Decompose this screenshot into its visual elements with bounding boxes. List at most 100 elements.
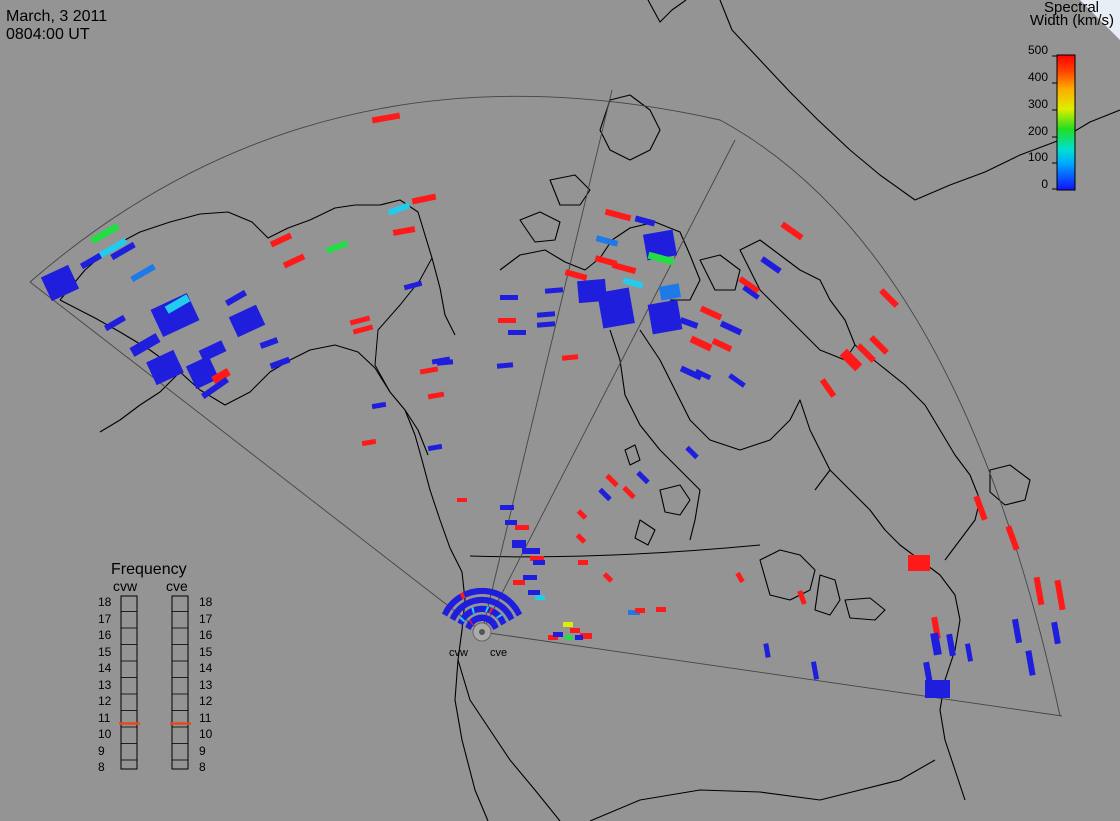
freq-tick-right: 9 <box>199 743 206 758</box>
freq-tick-left: 12 <box>98 694 112 708</box>
freq-tick-right: 8 <box>199 760 206 774</box>
backscatter-cell <box>228 304 266 338</box>
backscatter-cell <box>185 355 220 390</box>
freq-tick-left: 8 <box>98 760 105 774</box>
backscatter-cell <box>728 373 746 388</box>
backscatter-cell <box>564 269 588 281</box>
backscatter-cell <box>530 556 544 561</box>
backscatter-cell <box>200 376 230 400</box>
freq-tick-left: 13 <box>98 677 112 692</box>
backscatter-cell <box>597 287 635 329</box>
backscatter-cell <box>40 264 80 302</box>
backscatter-cell <box>536 311 556 318</box>
backscatter-cell <box>656 607 666 612</box>
backscatter-cell <box>595 235 619 247</box>
colorbar-title-line2: Width (km/s) <box>1029 12 1114 29</box>
backscatter-cell <box>1025 650 1036 676</box>
backscatter-cell <box>658 283 682 301</box>
backscatter-cell <box>110 241 136 261</box>
backscatter-cell <box>575 533 587 544</box>
backscatter-cell <box>839 348 863 372</box>
backscatter-cell <box>419 366 439 375</box>
backscatter-cell <box>500 505 514 510</box>
freq-tick-left: 10 <box>98 727 112 741</box>
backscatter-cell <box>580 633 592 639</box>
backscatter-cell <box>925 680 950 698</box>
alaska-outline <box>59 199 456 336</box>
radar-field-of-view <box>29 89 1063 717</box>
backscatter-cell <box>79 252 103 270</box>
backscatter-cell <box>561 354 579 361</box>
backscatter-cell <box>575 635 583 640</box>
freq-bar-cvw <box>120 595 138 770</box>
backscatter-cell <box>622 277 644 289</box>
backscatter-cell <box>498 318 516 323</box>
backscatter-cell <box>605 473 619 488</box>
backscatter-cell <box>742 285 760 300</box>
backscatter-cell <box>699 305 723 321</box>
backscatter-cell <box>1054 579 1066 611</box>
backscatter-cell <box>578 560 588 565</box>
backscatter-cell <box>1005 525 1020 551</box>
frequency-title: Frequency <box>111 561 187 578</box>
backscatter-cell <box>763 643 771 658</box>
fov-left-edge <box>29 281 483 633</box>
freq-tick-right: 12 <box>199 694 213 708</box>
colorbar-title-line1: Spectral <box>1043 0 1099 16</box>
backscatter-cell <box>760 256 782 274</box>
alaska-peninsula <box>99 371 181 433</box>
backscatter-cell <box>604 208 632 222</box>
backscatter-cell <box>797 590 807 605</box>
corner-background <box>1080 0 1120 40</box>
backscatter-cell <box>602 572 614 583</box>
backscatter-cell <box>548 635 558 640</box>
backscatter-cell <box>508 330 526 335</box>
backscatter-cell <box>598 487 612 502</box>
radar-label-cve: cve <box>490 647 508 659</box>
backscatter-cell <box>634 215 656 227</box>
backscatter-cell <box>719 320 743 336</box>
backscatter-cell <box>694 368 712 381</box>
freq-col-cve: cve <box>166 578 188 594</box>
colorbar-tick-label: 0 <box>1041 177 1048 191</box>
backscatter-cell <box>129 333 161 357</box>
colorbar-tick-label: 100 <box>1027 150 1048 164</box>
backscatter-cell <box>856 343 876 363</box>
gulf-coast <box>589 759 936 821</box>
backscatter-cell <box>1033 576 1045 606</box>
freq-tick-right: 13 <box>199 677 213 692</box>
backscatter-cell <box>679 317 699 329</box>
backscatter-cell <box>628 610 640 615</box>
great-lakes <box>759 549 886 621</box>
backscatter-cell <box>164 294 191 314</box>
backscatter-cell <box>594 255 618 267</box>
colorbar-tick-label: 200 <box>1027 124 1048 138</box>
backscatter-cells <box>40 112 1066 698</box>
backscatter-cell <box>780 221 804 241</box>
radar-site-markers <box>472 622 492 642</box>
freq-col-cvw: cvw <box>113 578 138 594</box>
radar-label-cvw: cvw <box>449 647 468 659</box>
backscatter-cell <box>879 288 899 308</box>
colorbar-ticks <box>1052 55 1057 190</box>
backscatter-cell <box>523 575 537 580</box>
backscatter-cell <box>457 498 467 502</box>
backscatter-cell <box>711 338 733 352</box>
colorbar-tick-label: 400 <box>1027 70 1048 84</box>
backscatter-cell <box>1011 618 1023 644</box>
backscatter-cell <box>635 608 645 613</box>
labrador-coast <box>854 344 981 561</box>
baffin-island <box>739 239 856 361</box>
freq-tick-left: 14 <box>98 661 112 675</box>
backscatter-cell <box>544 287 564 294</box>
backscatter-cell <box>512 540 526 548</box>
fov-outer-arc <box>29 95 1061 717</box>
freq-grid-lines <box>121 611 188 761</box>
backscatter-cell <box>371 401 387 410</box>
backscatter-cell <box>505 520 517 525</box>
backscatter-cell <box>622 485 636 500</box>
backscatter-cell <box>973 495 988 521</box>
backscatter-cell <box>810 661 820 680</box>
